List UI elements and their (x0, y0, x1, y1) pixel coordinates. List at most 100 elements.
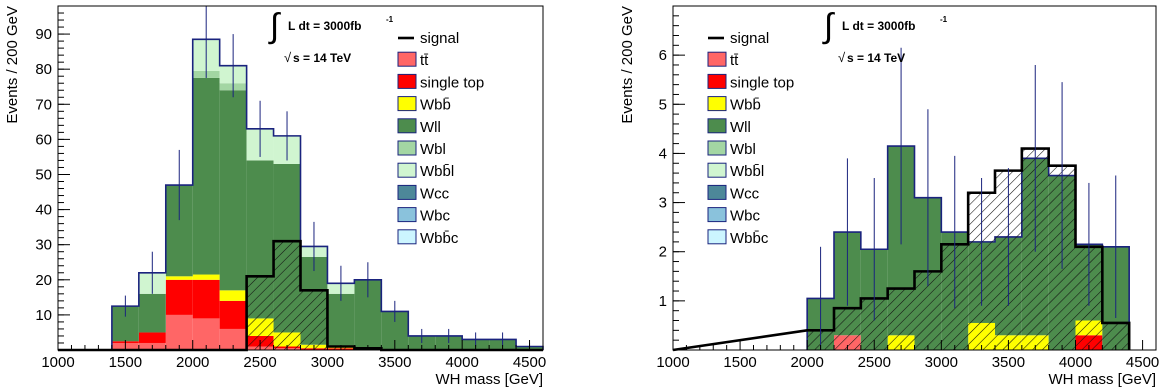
x-tick-label: 1500 (109, 354, 142, 371)
x-tick-label: 1000 (656, 354, 689, 371)
x-tick-label: 4000 (445, 354, 478, 371)
y-axis: 10 20 30 40 50 60 70 80 90 Events / 200 GeV (4, 5, 70, 351)
x-axis-label: WH mass [GeV] (435, 371, 543, 388)
bar (192, 318, 220, 350)
legend-signal-label: signal (730, 30, 769, 47)
y-tick-label: 50 (35, 166, 52, 183)
luminosity-exponent: -1 (386, 15, 394, 24)
y-tick-label: 5 (659, 96, 667, 113)
legend-swatch (707, 118, 727, 134)
x-tick-label: 2000 (176, 354, 209, 371)
legend-label: Wbb̄c (730, 230, 769, 247)
luminosity-text: L dt = 3000fb (842, 19, 915, 33)
legend-swatch (397, 184, 417, 200)
legend-label: Wbc (730, 208, 761, 225)
legend-swatch (707, 207, 727, 223)
luminosity-exponent: -1 (940, 15, 948, 24)
x-tick-label: 3500 (378, 354, 411, 371)
y-tick-label: 80 (35, 61, 52, 78)
legend-label: Wbc (420, 208, 451, 225)
y-tick-label: 30 (35, 237, 52, 254)
error-bars (820, 47, 1117, 350)
luminosity-text: L dt = 3000fb (288, 19, 361, 33)
bar (165, 276, 193, 280)
x-tick-label: 4500 (1126, 354, 1159, 371)
legend-swatch (707, 96, 727, 112)
bar (219, 290, 247, 301)
signal-bar (834, 308, 861, 350)
legend-swatch (397, 207, 417, 223)
y-tick-label: 40 (35, 202, 52, 219)
x-tick-label: 1000 (41, 354, 74, 371)
y-tick-label: 4 (659, 145, 667, 162)
error-bars (124, 6, 531, 350)
bar (219, 300, 247, 329)
legend-label: Wcc (730, 185, 760, 202)
y-tick-label: 2 (659, 244, 667, 261)
legend-label: Wbl (420, 141, 446, 158)
legend-label: Wbb̄ (420, 97, 451, 114)
x-tick-label: 1500 (723, 354, 756, 371)
bar (138, 332, 166, 343)
x-tick-label: 4000 (1059, 354, 1092, 371)
y-tick-label: 90 (35, 26, 52, 43)
y-tick-label: 10 (35, 307, 52, 324)
legend: signal tt̄ single top Wbb̄ Wll Wbl Wbb̄l Wcc Wbc… (397, 30, 484, 247)
legend-label: Wll (730, 119, 751, 136)
legend-swatch (397, 162, 417, 178)
bar (192, 274, 220, 280)
legend: signal tt̄ single top Wbb̄ Wll Wbl Wbb̄l Wcc Wbc… (707, 30, 794, 247)
y-tick-label: 3 (659, 195, 667, 212)
bar (138, 293, 166, 333)
sqrt-sign: √ (838, 50, 846, 65)
luminosity-annotation: ∫ L dt = 3000fb -1 √ s = 14 TeV (822, 7, 948, 65)
bar (219, 90, 247, 291)
x-tick-label: 2500 (858, 354, 891, 371)
x-tick-label: 3000 (925, 354, 958, 371)
legend-swatch (707, 73, 727, 89)
legend-label: Wbb̄c (420, 230, 459, 247)
bar (327, 293, 355, 347)
bar (165, 314, 193, 350)
sqrt-sign: √ (284, 50, 292, 65)
legend-label: Wbb̄ (730, 97, 761, 114)
legend-swatch (397, 73, 417, 89)
x-tick-label: 2000 (790, 354, 823, 371)
energy-text: s = 14 TeV (293, 51, 351, 65)
luminosity-annotation: ∫ L dt = 3000fb -1 √ s = 14 TeV (268, 7, 394, 65)
legend-label: single top (730, 74, 794, 91)
legend-swatch (707, 51, 727, 67)
integral-sign: ∫ (822, 7, 835, 45)
legend-label: Wbb̄l (730, 163, 764, 180)
legend-swatch (707, 140, 727, 156)
legend-swatch (397, 140, 417, 156)
chart-panel-right: 1000 1500 2000 2500 3000 3500 4000 4500 WH mass … (580, 0, 1160, 392)
x-tick-label: 3000 (311, 354, 344, 371)
bar (435, 335, 463, 350)
bar (192, 77, 220, 275)
signal-bar (273, 241, 301, 350)
legend-swatch (397, 51, 417, 67)
legend-label: tt̄ (730, 52, 739, 69)
legend-swatch (707, 229, 727, 245)
y-tick-label: 6 (659, 47, 667, 64)
legend-label: Wbl (730, 141, 756, 158)
signal-series (246, 241, 382, 350)
legend-label: Wll (420, 119, 441, 136)
y-axis-label: Events / 200 GeV (619, 6, 636, 124)
signal-bar (887, 288, 915, 350)
energy-text: s = 14 TeV (847, 51, 905, 65)
legend-swatch (397, 118, 417, 134)
y-tick-label: 60 (35, 131, 52, 148)
bar (165, 279, 193, 315)
legend-label: Wcc (420, 185, 450, 202)
legend-signal-label: signal (420, 30, 459, 47)
legend-label: single top (420, 74, 484, 91)
legend-swatch (397, 96, 417, 112)
y-tick-label: 20 (35, 272, 52, 289)
legend-swatch (397, 229, 417, 245)
